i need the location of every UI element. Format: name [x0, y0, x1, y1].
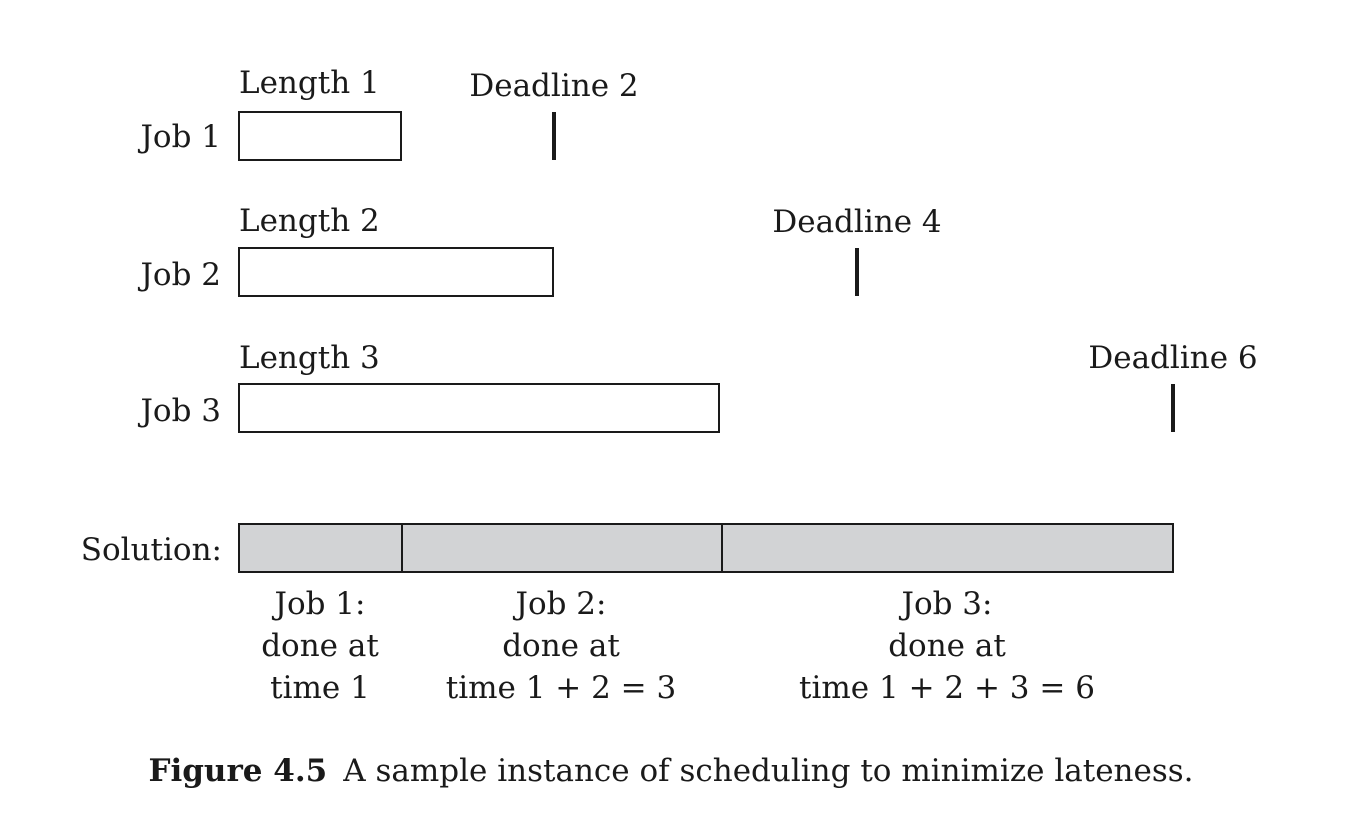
segment-line: done at [888, 628, 1006, 664]
length-label: Length 2 [239, 203, 380, 239]
segment-line: done at [261, 628, 379, 664]
segment-line: Job 1: [272, 586, 366, 622]
segment-line: Job 3: [899, 586, 993, 622]
job-label: Job 3 [137, 393, 221, 429]
deadline-label: Deadline 2 [469, 68, 638, 104]
job-row-2: Job 2 Length 2 Deadline 4 [137, 203, 942, 297]
segment-line: done at [502, 628, 620, 664]
length-label: Length 3 [239, 340, 380, 376]
figure-caption: Figure 4.5 A sample instance of schedulin… [148, 753, 1193, 789]
solution-row: Solution: Job 1: done at time 1 Job 2: d… [81, 523, 1174, 706]
deadline-label: Deadline 6 [1088, 340, 1257, 376]
caption-text: A sample instance of scheduling to minim… [342, 753, 1193, 789]
job-length-bar [238, 383, 720, 433]
job-label: Job 2 [137, 257, 221, 293]
job-length-bar [238, 111, 402, 161]
segment-line: time 1 + 2 = 3 [446, 670, 677, 706]
solution-label: Solution: [81, 532, 222, 568]
segment-1-annotation: Job 1: done at time 1 [261, 586, 379, 706]
job-label: Job 1 [137, 119, 221, 155]
segment-2-annotation: Job 2: done at time 1 + 2 = 3 [446, 586, 677, 706]
job-row-3: Job 3 Length 3 Deadline 6 [137, 340, 1258, 433]
deadline-label: Deadline 4 [772, 204, 941, 240]
job-length-bar [238, 247, 554, 297]
segment-line: time 1 [270, 670, 370, 706]
segment-line: Job 2: [513, 586, 607, 622]
caption-figure-label: Figure 4.5 [148, 753, 327, 789]
job-row-1: Job 1 Length 1 Deadline 2 [137, 65, 639, 161]
length-label: Length 1 [239, 65, 380, 101]
segment-line: time 1 + 2 + 3 = 6 [799, 670, 1095, 706]
segment-3-annotation: Job 3: done at time 1 + 2 + 3 = 6 [799, 586, 1095, 706]
solution-bar [238, 523, 1174, 573]
